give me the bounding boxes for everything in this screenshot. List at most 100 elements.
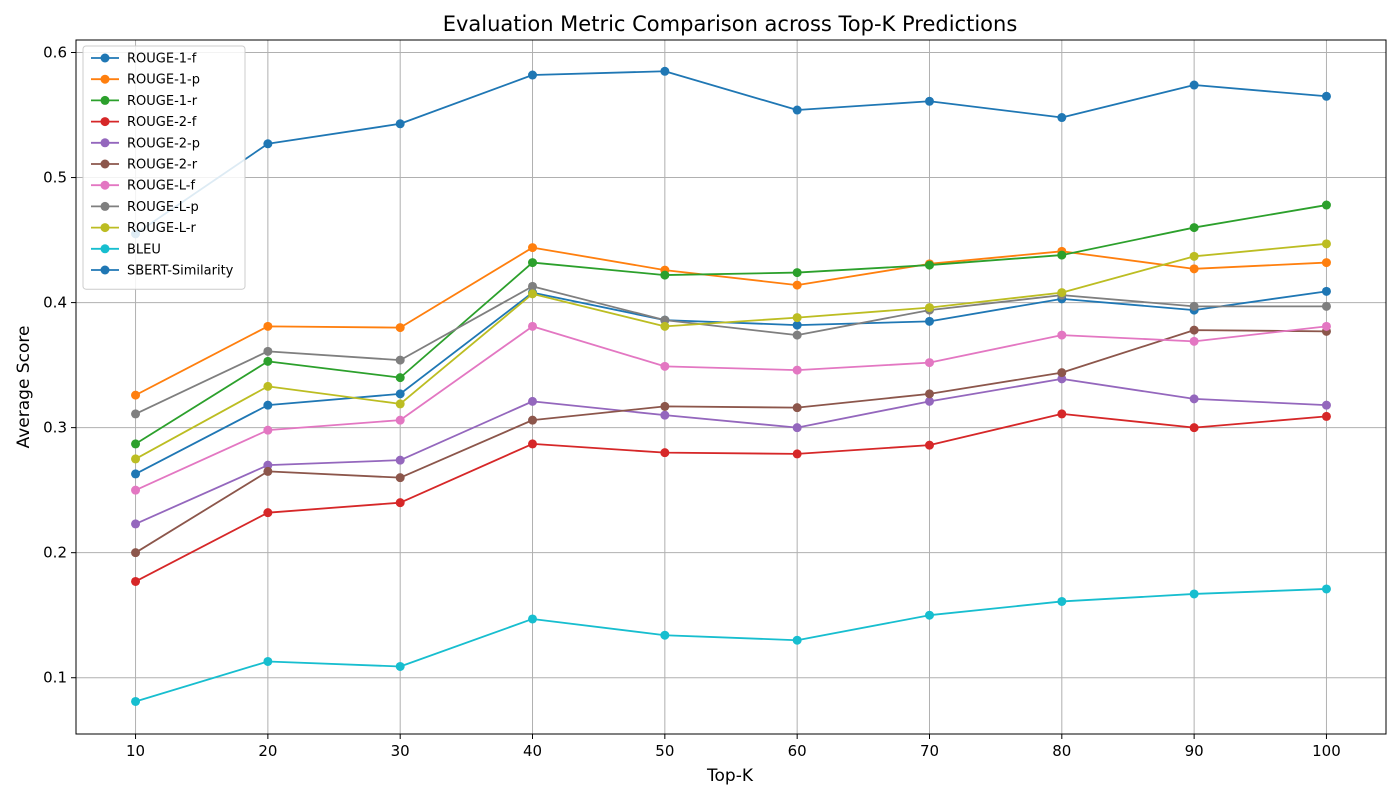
x-tick-label: 60 bbox=[788, 742, 807, 760]
data-point bbox=[1057, 374, 1067, 384]
legend-box bbox=[82, 45, 246, 290]
data-point bbox=[1057, 368, 1067, 378]
data-point bbox=[1321, 301, 1331, 311]
legend-item: ROUGE-1-r bbox=[91, 94, 198, 109]
legend-swatch-marker bbox=[100, 74, 110, 84]
data-point bbox=[395, 661, 405, 671]
legend-item: ROUGE-1-f bbox=[91, 52, 197, 67]
data-point bbox=[528, 289, 538, 299]
legend-label: ROUGE-L-p bbox=[127, 200, 199, 215]
data-point bbox=[924, 96, 934, 106]
x-axis-label: Top-K bbox=[706, 766, 754, 786]
data-point bbox=[528, 415, 538, 425]
series-rouge-l-r bbox=[131, 239, 1331, 464]
data-point bbox=[395, 389, 405, 399]
x-tick-label: 50 bbox=[655, 742, 674, 760]
series-line bbox=[135, 242, 1327, 460]
data-point bbox=[263, 508, 273, 518]
data-point bbox=[1189, 301, 1199, 311]
data-point bbox=[131, 519, 141, 529]
y-tick-label: 0.4 bbox=[43, 294, 67, 312]
data-point bbox=[660, 321, 670, 331]
chart-title: Evaluation Metric Comparison across Top-… bbox=[443, 12, 1018, 36]
legend-swatch-marker bbox=[100, 159, 110, 169]
ticks-layer: 10 20 30 40 50 60 70 80 90 100 0.1 0.2 0.3 0.4 0.5 0.6 bbox=[43, 44, 1341, 760]
data-point bbox=[924, 440, 934, 450]
data-point bbox=[660, 401, 670, 411]
data-point bbox=[1057, 330, 1067, 340]
legend-label: ROUGE-L-r bbox=[127, 221, 196, 236]
data-point bbox=[792, 320, 802, 330]
data-point bbox=[528, 70, 538, 80]
data-point bbox=[528, 258, 538, 268]
data-point bbox=[792, 268, 802, 278]
data-point bbox=[528, 243, 538, 253]
data-point bbox=[792, 280, 802, 290]
data-point bbox=[1321, 239, 1331, 249]
data-point bbox=[131, 409, 141, 419]
legend-item: ROUGE-L-p bbox=[91, 200, 199, 215]
data-point bbox=[395, 415, 405, 425]
data-point bbox=[395, 498, 405, 508]
grid-layer bbox=[76, 40, 1386, 734]
legend-swatch-marker bbox=[100, 117, 110, 127]
data-point bbox=[131, 390, 141, 400]
data-point bbox=[792, 423, 802, 433]
data-point bbox=[792, 403, 802, 413]
x-tick-label: 100 bbox=[1312, 742, 1341, 760]
legend-item: ROUGE-2-f bbox=[91, 115, 197, 130]
data-point bbox=[1189, 80, 1199, 90]
legend-swatch-marker bbox=[100, 265, 110, 275]
data-point bbox=[1189, 264, 1199, 274]
data-point bbox=[528, 614, 538, 624]
y-tick-label: 0.6 bbox=[43, 44, 67, 62]
x-tick-label: 70 bbox=[920, 742, 939, 760]
data-point bbox=[131, 548, 141, 558]
series-line bbox=[135, 412, 1327, 583]
series-rouge-2-p bbox=[131, 374, 1331, 529]
legend-label: ROUGE-1-f bbox=[127, 52, 197, 67]
legend-item: SBERT-Similarity bbox=[91, 264, 234, 279]
legend-item: ROUGE-2-p bbox=[91, 136, 200, 151]
y-tick-label: 0.2 bbox=[43, 544, 67, 562]
x-tick-label: 30 bbox=[391, 742, 410, 760]
legend-swatch-marker bbox=[100, 180, 110, 190]
data-point bbox=[660, 315, 670, 325]
series-layer bbox=[131, 66, 1331, 706]
data-point bbox=[792, 330, 802, 340]
data-point bbox=[395, 455, 405, 465]
data-point bbox=[395, 399, 405, 409]
data-point bbox=[1057, 250, 1067, 260]
legend-swatch-marker bbox=[100, 244, 110, 254]
data-point bbox=[1057, 596, 1067, 606]
series-line bbox=[135, 204, 1327, 445]
data-point bbox=[528, 396, 538, 406]
data-point bbox=[792, 365, 802, 375]
legend-swatch-marker bbox=[100, 201, 110, 211]
y-tick-label: 0.3 bbox=[43, 419, 67, 437]
data-point bbox=[263, 656, 273, 666]
legend-swatch-marker bbox=[100, 138, 110, 148]
data-point bbox=[1321, 400, 1331, 410]
data-point bbox=[924, 260, 934, 270]
data-point bbox=[263, 139, 273, 149]
data-point bbox=[924, 316, 934, 326]
x-tick-label: 90 bbox=[1185, 742, 1204, 760]
data-point bbox=[1189, 251, 1199, 261]
data-point bbox=[1321, 200, 1331, 210]
legend-item: ROUGE-2-r bbox=[91, 158, 198, 173]
data-point bbox=[1189, 336, 1199, 346]
data-point bbox=[1057, 113, 1067, 123]
legend-label: ROUGE-2-r bbox=[127, 158, 198, 173]
data-point bbox=[131, 696, 141, 706]
data-point bbox=[263, 425, 273, 435]
data-point bbox=[263, 356, 273, 366]
data-point bbox=[792, 105, 802, 115]
data-point bbox=[395, 355, 405, 365]
data-point bbox=[395, 119, 405, 129]
data-point bbox=[1321, 584, 1331, 594]
data-point bbox=[131, 576, 141, 586]
data-point bbox=[924, 358, 934, 368]
data-point bbox=[263, 346, 273, 356]
